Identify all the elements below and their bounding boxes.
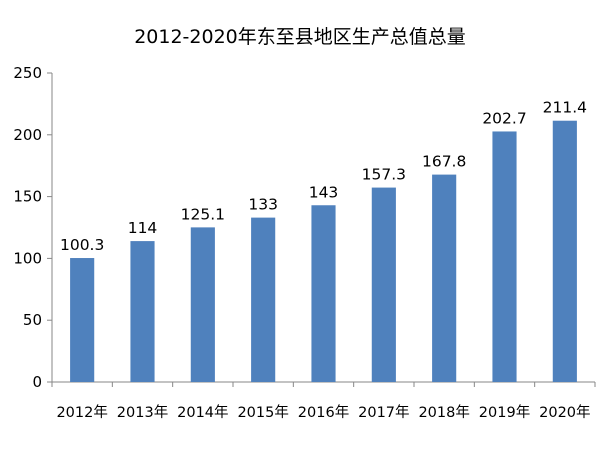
bar (130, 241, 155, 382)
bar (70, 258, 95, 382)
y-tick-label: 100 (13, 249, 42, 267)
bar (311, 205, 336, 382)
bar (552, 120, 577, 383)
x-tick-label: 2018年 (418, 404, 469, 421)
x-tick-label: 2017年 (358, 404, 409, 421)
data-label: 100.3 (60, 236, 104, 254)
data-label: 211.4 (543, 99, 587, 117)
chart-title: 2012-2020年东至县地区生产总值总量 (134, 26, 466, 48)
x-tick-label: 2014年 (177, 404, 228, 421)
bar (432, 174, 457, 382)
data-label: 114 (128, 219, 158, 237)
data-label: 143 (309, 183, 339, 201)
x-tick-label: 2013年 (117, 404, 168, 421)
data-label: 157.3 (362, 166, 406, 184)
y-tick-label: 200 (13, 126, 42, 144)
x-tick-label: 2015年 (237, 404, 288, 421)
bar (492, 131, 517, 382)
x-tick-label: 2016年 (298, 404, 349, 421)
data-labels: 100.3 2012年 114 2013年 125.1 2014年 133 2015年 143 2… (56, 99, 590, 421)
data-label: 202.7 (482, 109, 526, 127)
x-tick-label: 2020年 (539, 404, 590, 421)
x-tick-label: 2019年 (479, 404, 530, 421)
x-tick-label: 2012年 (56, 404, 107, 421)
data-label: 125.1 (181, 205, 225, 223)
y-tick-label: 0 (32, 373, 42, 391)
bar (371, 187, 396, 382)
bar (190, 227, 215, 382)
bar-series (70, 120, 577, 383)
data-label: 167.8 (422, 153, 466, 171)
y-tick-label: 250 (13, 64, 42, 82)
data-label: 133 (248, 196, 278, 214)
y-tick-label: 150 (13, 188, 42, 206)
bar (251, 217, 276, 382)
y-tick-label: 50 (23, 311, 42, 329)
